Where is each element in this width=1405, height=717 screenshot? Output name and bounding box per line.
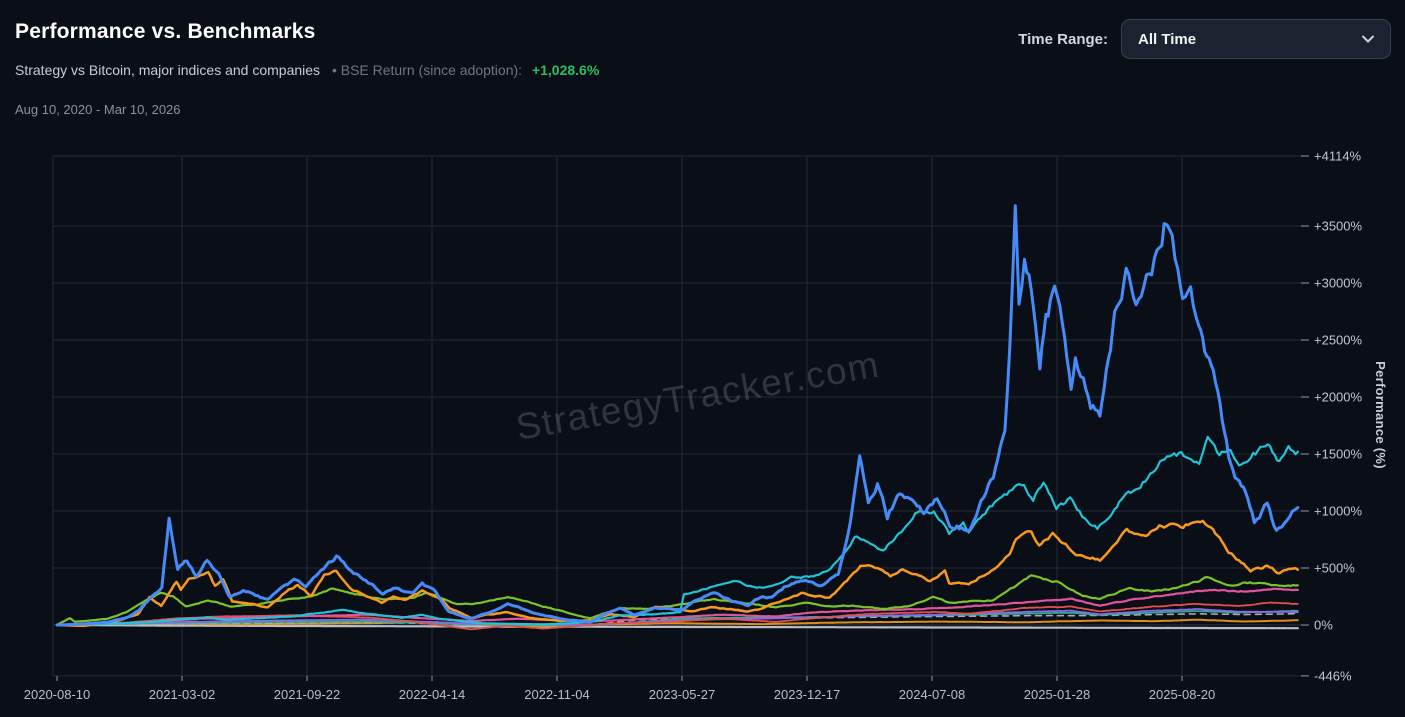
y-axis-tick-label: +1000% [1314,504,1363,519]
time-range-control: Time Range: All Time [1018,19,1391,59]
bse-return-label: • BSE Return (since adoption): [331,62,523,78]
y-axis-title: Performance (%) [1373,361,1388,469]
y-axis-tick-label: 0% [1314,618,1333,633]
y-axis-tick-label: +3500% [1314,219,1363,234]
y-axis-tick-label: +2500% [1314,333,1363,348]
chart-subtitle: Strategy vs Bitcoin, major indices and c… [15,62,321,78]
series-line-gold [56,618,1299,628]
x-axis-tick-label: 2023-05-27 [649,687,716,702]
x-axis-tick-label: 2022-04-14 [399,687,466,702]
x-axis-tick-label: 2021-09-22 [274,687,341,702]
series-line-green [55,574,1299,627]
series-line-red [56,601,1299,631]
y-axis-tick-label: +3000% [1314,276,1363,291]
series-line-strategy-bse [55,204,1300,627]
time-range-label: Time Range: [1018,30,1108,48]
page-title: Performance vs. Benchmarks [15,20,316,43]
x-axis-tick-label: 2023-12-17 [774,687,841,702]
x-axis-tick-label: 2022-11-04 [524,687,590,702]
y-axis-tick-label: +500% [1314,561,1355,576]
chevron-down-icon [1362,35,1374,43]
series-line-flat-gray [55,623,1299,630]
date-range: Aug 10, 2020 - Mar 10, 2026 [15,102,181,117]
y-axis-tick-label: +1500% [1314,447,1363,462]
y-axis-tick-label: +2000% [1314,390,1363,405]
series-line-cyan [55,435,1299,627]
y-axis-tick-label: +4114% [1314,149,1362,164]
chart-plot-area[interactable] [53,156,1301,676]
chart-subtitle-row: Strategy vs Bitcoin, major indices and c… [15,62,599,78]
time-range-value: All Time [1138,30,1197,48]
time-range-select[interactable]: All Time [1121,19,1391,59]
x-axis-tick-label: 2021-03-02 [149,687,216,702]
series-line-teal [56,609,1299,627]
x-axis-tick-label: 2025-01-28 [1024,687,1091,702]
x-axis-tick-label: 2025-08-20 [1149,687,1216,702]
bse-return-value: +1,028.6% [531,62,600,78]
x-axis-tick-label: 2020-08-10 [24,687,91,702]
y-axis-tick-label: -446% [1314,668,1352,683]
x-axis-tick-label: 2024-07-08 [899,687,966,702]
